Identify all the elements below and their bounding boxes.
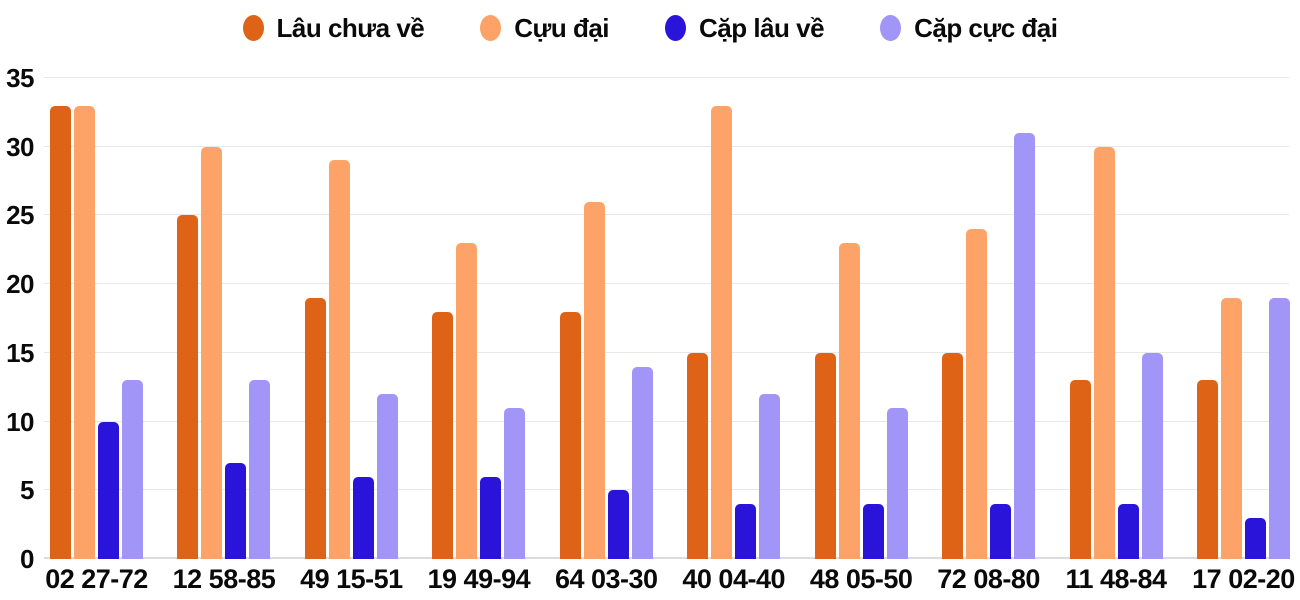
bar — [631, 366, 653, 559]
bar — [814, 352, 836, 559]
bar — [1196, 380, 1218, 559]
bar — [480, 476, 502, 559]
bar — [50, 105, 71, 559]
bar — [98, 421, 119, 559]
gridline — [44, 283, 1289, 285]
y-axis: 0 5 10 15 20 25 30 35 — [0, 65, 34, 572]
legend-label: Cặp lâu về — [699, 12, 825, 43]
x-axis-category-label: 11 48-84 — [1065, 564, 1167, 594]
x-axis-category-label: 48 05-50 — [809, 564, 913, 594]
bar — [559, 311, 581, 559]
plot-area: 02 27-72 12 58-85 49 15-51 19 49-94 64 03-30… — [44, 77, 1295, 593]
legend-item: Cặp lâu về — [665, 12, 825, 44]
bar — [990, 504, 1012, 559]
bar — [862, 504, 884, 559]
legend-item: Cặp cực đại — [880, 12, 1058, 44]
bar — [583, 201, 605, 559]
bar — [759, 394, 781, 559]
bar-group: 17 02-20 — [1192, 78, 1295, 593]
bar — [201, 146, 223, 559]
bar — [74, 105, 95, 559]
y-axis-tick-label: 35 — [6, 63, 34, 93]
bar — [1014, 132, 1036, 559]
legend-label: Cặp cực đại — [914, 12, 1058, 43]
bar-group: 40 04-40 — [682, 78, 785, 593]
gridline — [44, 351, 1289, 353]
x-axis-category-label: 64 03-30 — [554, 564, 658, 594]
y-axis-tick-label: 30 — [6, 131, 34, 162]
bar — [886, 407, 908, 559]
legend-label: Lâu chưa về — [276, 12, 425, 43]
gridline — [44, 145, 1289, 147]
gridline — [44, 420, 1289, 422]
x-axis-category-label: 12 58-85 — [172, 564, 276, 594]
bar-group: 49 15-51 — [300, 78, 403, 593]
legend-color-dot-icon — [480, 15, 502, 41]
bar — [735, 504, 757, 559]
bar — [225, 462, 247, 559]
bar — [376, 394, 398, 559]
y-axis-tick-label: 5 — [20, 475, 34, 506]
legend-color-dot-icon — [880, 15, 902, 41]
x-axis-category-label: 02 27-72 — [45, 564, 148, 594]
gridline — [44, 489, 1289, 491]
bar — [249, 380, 271, 559]
bar — [328, 160, 350, 559]
bar — [456, 242, 478, 559]
y-axis-tick-label: 0 — [20, 544, 34, 574]
bar — [177, 215, 199, 559]
bar-group: 02 27-72 — [45, 78, 148, 593]
x-axis-category-label: 49 15-51 — [300, 564, 403, 594]
bar-group: 19 49-94 — [428, 78, 531, 593]
bar — [607, 490, 629, 559]
bar-group: 72 08-80 — [937, 78, 1040, 593]
x-axis-category-label: 17 02-20 — [1192, 564, 1295, 594]
legend-color-dot-icon — [665, 15, 687, 41]
bar — [687, 352, 709, 559]
x-axis-baseline — [44, 557, 1289, 559]
gridline — [44, 214, 1289, 216]
bar — [432, 311, 454, 559]
legend-item: Cựu đại — [480, 12, 610, 44]
bar — [1220, 297, 1242, 559]
bar — [1268, 297, 1290, 559]
bar — [1117, 504, 1139, 559]
y-axis-tick-label: 25 — [6, 200, 34, 231]
gridline — [44, 77, 1289, 78]
x-axis-category-label: 19 49-94 — [427, 564, 531, 594]
bar — [504, 407, 526, 559]
bar — [352, 476, 374, 559]
bar — [1093, 146, 1115, 559]
legend-label: Cựu đại — [514, 12, 610, 43]
bar — [711, 105, 733, 559]
bar — [966, 229, 988, 559]
legend-item: Lâu chưa về — [242, 12, 425, 44]
bar-group: 11 48-84 — [1065, 78, 1167, 593]
bar — [1244, 517, 1266, 559]
y-axis-tick-label: 20 — [6, 269, 34, 300]
legend-color-dot-icon — [242, 15, 264, 41]
bar — [304, 297, 326, 559]
bar — [122, 380, 143, 559]
bar — [942, 352, 964, 559]
bar — [1141, 352, 1163, 559]
bar — [1069, 380, 1091, 559]
y-axis-tick-label: 10 — [6, 406, 34, 437]
legend: Lâu chưa về Cựu đại Cặp lâu về Cặp cực đại — [0, 6, 1300, 50]
bar-group: 48 05-50 — [810, 78, 913, 593]
bar-group: 64 03-30 — [555, 78, 658, 593]
bar — [838, 242, 860, 559]
x-axis-category-label: 40 04-40 — [682, 564, 785, 594]
bar-group: 12 58-85 — [173, 78, 276, 593]
x-axis-category-label: 72 08-80 — [937, 564, 1040, 594]
y-axis-tick-label: 15 — [6, 337, 34, 368]
